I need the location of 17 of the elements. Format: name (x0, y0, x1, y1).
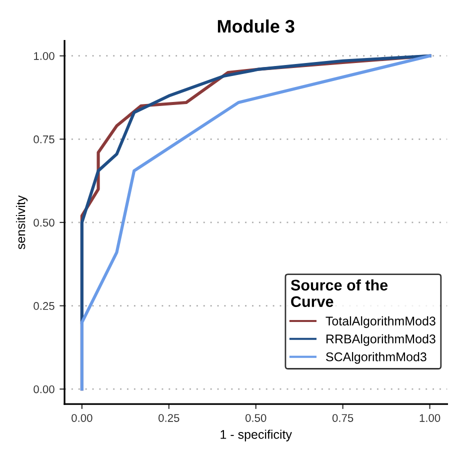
x-tick-label: 0.25 (158, 414, 180, 422)
chart-title: Module 3 (218, 19, 294, 33)
legend-label: TotalAlgorithmMod3 (326, 316, 436, 328)
y-tick-label: 0.25 (34, 302, 54, 310)
x-axis-title: 1 - specificity (220, 430, 292, 442)
legend-title: Source of the Curve (290, 279, 388, 308)
x-tick-label: 0.00 (72, 414, 92, 422)
legend-label: RRBAlgorithmMod3 (326, 334, 436, 346)
y-tick-label: 0.75 (34, 135, 54, 144)
x-tick-label: 0.75 (332, 414, 354, 422)
y-tick-label: 1.00 (34, 52, 54, 60)
y-axis-title: sensitivity (16, 195, 28, 250)
x-tick-label: 0.50 (245, 414, 266, 422)
y-tick-label: 0.00 (34, 385, 54, 394)
y-tick-label: 0.50 (34, 218, 54, 227)
x-tick-label: 1.00 (420, 414, 440, 422)
legend-label: SCAlgorithmMod3 (326, 352, 426, 364)
